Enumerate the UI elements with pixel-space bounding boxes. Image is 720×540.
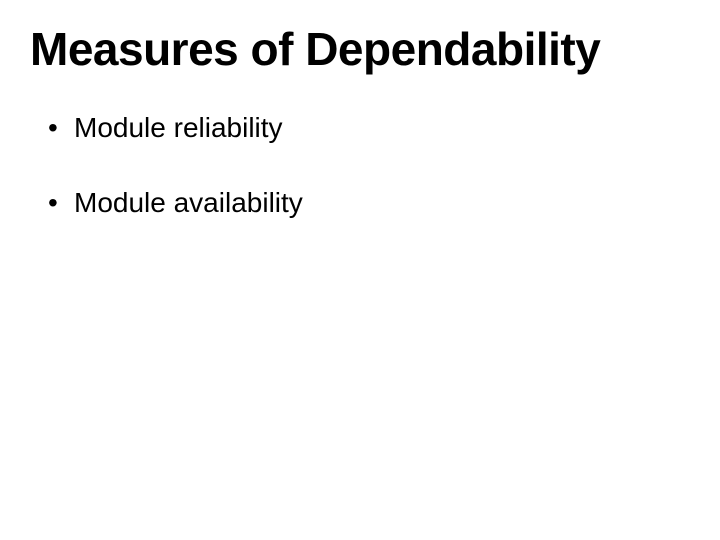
- bullet-item: Module availability: [48, 186, 690, 220]
- bullet-item: Module reliability: [48, 111, 690, 145]
- slide-container: Measures of Dependability Module reliabi…: [0, 0, 720, 540]
- slide-title: Measures of Dependability: [30, 24, 690, 75]
- bullet-list: Module reliability Module availability: [30, 111, 690, 220]
